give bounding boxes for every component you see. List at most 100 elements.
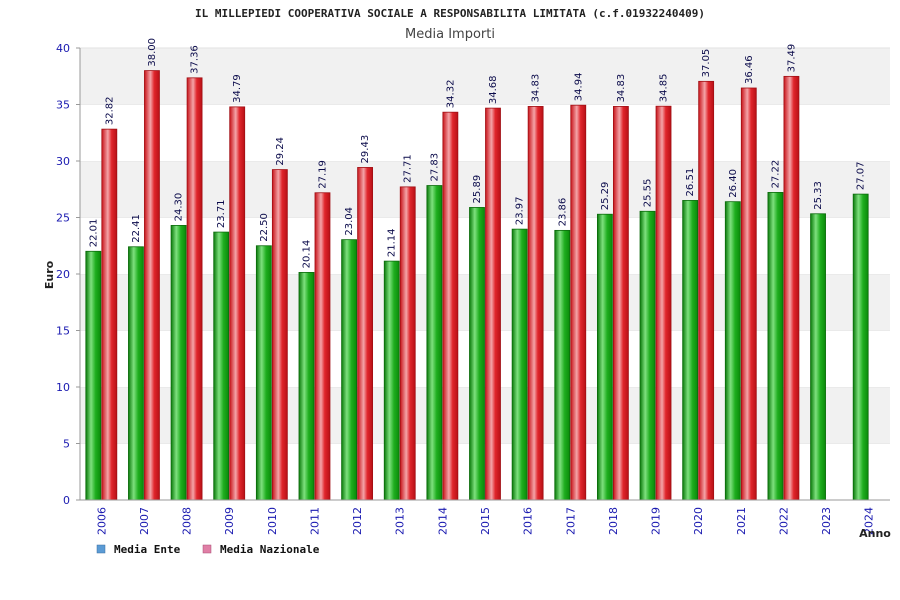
chart-subtitle: Media Importi — [405, 27, 495, 42]
bar-media-ente — [341, 239, 358, 501]
legend-label-media-nazionale: Media Nazionale — [220, 543, 320, 556]
legend-swatch-media-ente — [96, 544, 106, 554]
x-tick-label: 2021 — [735, 507, 748, 535]
x-tick-label: 2008 — [181, 507, 194, 535]
x-tick-label: 2010 — [266, 507, 279, 535]
data-label-media-nazionale: 32.82 — [104, 96, 115, 125]
data-label-media-nazionale: 34.83 — [616, 74, 627, 103]
data-label-media-nazionale: 34.85 — [659, 74, 670, 103]
x-tick-label: 2019 — [650, 507, 663, 535]
bar-media-ente — [298, 272, 315, 501]
bar-media-nazionale — [485, 107, 501, 501]
bar-media-ente — [170, 225, 187, 501]
y-tick-label: 40 — [56, 42, 70, 55]
bar-media-ente — [85, 250, 102, 501]
y-tick-label: 15 — [56, 325, 70, 338]
bar-media-nazionale — [399, 186, 416, 501]
x-tick-label: 2015 — [479, 507, 492, 535]
data-label-media-ente: 24.30 — [174, 193, 185, 222]
x-tick-label: 2017 — [564, 507, 577, 535]
data-label-media-ente: 23.97 — [515, 196, 526, 225]
x-tick-label: 2020 — [692, 507, 705, 535]
bar-media-ente — [383, 260, 400, 501]
data-label-media-ente: 26.51 — [685, 168, 696, 197]
bar-media-nazionale — [357, 167, 374, 501]
x-tick-label: 2013 — [394, 507, 407, 535]
x-tick-label: 2023 — [820, 507, 833, 535]
data-label-media-ente: 22.01 — [88, 219, 99, 248]
x-tick-label: 2009 — [223, 507, 236, 535]
bar-media-ente — [426, 185, 443, 501]
y-tick-label: 0 — [63, 494, 70, 507]
data-label-media-nazionale: 29.43 — [360, 135, 371, 164]
bar-media-ente — [554, 229, 571, 501]
y-axis-label: Euro — [43, 260, 56, 289]
data-label-media-ente: 22.41 — [131, 214, 142, 243]
bar-media-nazionale — [655, 105, 672, 501]
data-label-media-ente: 25.89 — [472, 175, 483, 204]
data-label-media-nazionale: 27.71 — [403, 154, 414, 183]
data-label-media-nazionale: 34.32 — [445, 80, 456, 109]
bar-media-nazionale — [698, 80, 715, 501]
bar-media-nazionale — [740, 87, 757, 501]
data-label-media-nazionale: 34.83 — [531, 74, 542, 103]
bar-media-nazionale — [442, 111, 459, 501]
data-label-media-nazionale: 37.05 — [701, 49, 712, 78]
bar-media-nazionale — [229, 106, 246, 501]
x-tick-label: 2011 — [308, 507, 321, 535]
data-label-media-ente: 25.33 — [813, 181, 824, 210]
bar-media-nazionale — [612, 106, 629, 501]
legend: Media Ente Media Nazionale — [96, 543, 320, 556]
x-axis-label: Anno — [859, 527, 891, 540]
data-label-media-nazionale: 34.79 — [232, 74, 243, 103]
y-axis-ticks: 0 5 10 15 20 25 30 35 40 — [56, 42, 80, 507]
y-tick-label: 10 — [56, 381, 70, 394]
bar-media-nazionale — [271, 169, 288, 501]
data-label-media-nazionale: 38.00 — [147, 38, 158, 67]
data-label-media-nazionale: 34.68 — [488, 75, 499, 104]
data-label-media-ente: 22.50 — [259, 213, 270, 242]
data-label-media-ente: 23.71 — [216, 199, 227, 228]
data-label-media-nazionale: 34.94 — [573, 73, 584, 102]
data-label-media-nazionale: 37.49 — [786, 44, 797, 73]
data-labels: 22.01 32.82 22.41 38.00 24.30 37.36 23.71 34.79… — [88, 38, 866, 268]
bar-media-ente — [128, 246, 144, 501]
chart-title: IL MILLEPIEDI COOPERATIVA SOCIALE A RESP… — [195, 7, 705, 20]
data-label-media-ente: 25.29 — [600, 182, 611, 211]
bar-media-nazionale — [570, 104, 587, 501]
bar-media-ente — [255, 245, 272, 501]
x-tick-label: 2014 — [436, 507, 449, 535]
x-tick-label: 2016 — [522, 507, 535, 535]
x-tick-label: 2012 — [351, 507, 364, 535]
x-axis-ticks: 2006 2007 2008 2009 2010 2011 2012 2013 2014 2015… — [95, 507, 875, 535]
data-label-media-ente: 21.14 — [387, 228, 398, 257]
y-tick-label: 35 — [56, 99, 70, 112]
x-tick-label: 2007 — [138, 507, 151, 535]
y-tick-label: 5 — [63, 438, 70, 451]
bar-media-ente — [511, 228, 528, 501]
data-label-media-ente: 27.83 — [429, 153, 440, 182]
data-label-media-ente: 23.04 — [344, 207, 355, 236]
bar-media-nazionale — [783, 75, 800, 501]
data-label-media-ente: 26.40 — [728, 169, 739, 198]
data-label-media-ente: 27.07 — [856, 161, 867, 190]
bar-media-ente — [767, 192, 784, 501]
bar-media-ente — [682, 200, 699, 501]
data-label-media-nazionale: 29.24 — [275, 137, 286, 166]
bar-media-nazionale — [144, 70, 160, 501]
bar-media-nazionale — [314, 192, 331, 501]
data-label-media-nazionale: 27.19 — [317, 160, 328, 189]
x-tick-label: 2018 — [607, 507, 620, 535]
bar-media-ente — [596, 213, 613, 501]
bar-media-nazionale — [186, 77, 203, 501]
x-tick-label: 2022 — [777, 507, 790, 535]
bars — [85, 70, 869, 501]
legend-swatch-media-nazionale — [202, 544, 212, 554]
data-label-media-nazionale: 36.46 — [744, 55, 755, 84]
bar-media-ente — [810, 213, 826, 501]
x-tick-label: 2024 — [863, 507, 876, 535]
legend-label-media-ente: Media Ente — [114, 543, 181, 556]
bar-media-nazionale — [101, 128, 118, 501]
bar-media-ente — [469, 207, 485, 501]
